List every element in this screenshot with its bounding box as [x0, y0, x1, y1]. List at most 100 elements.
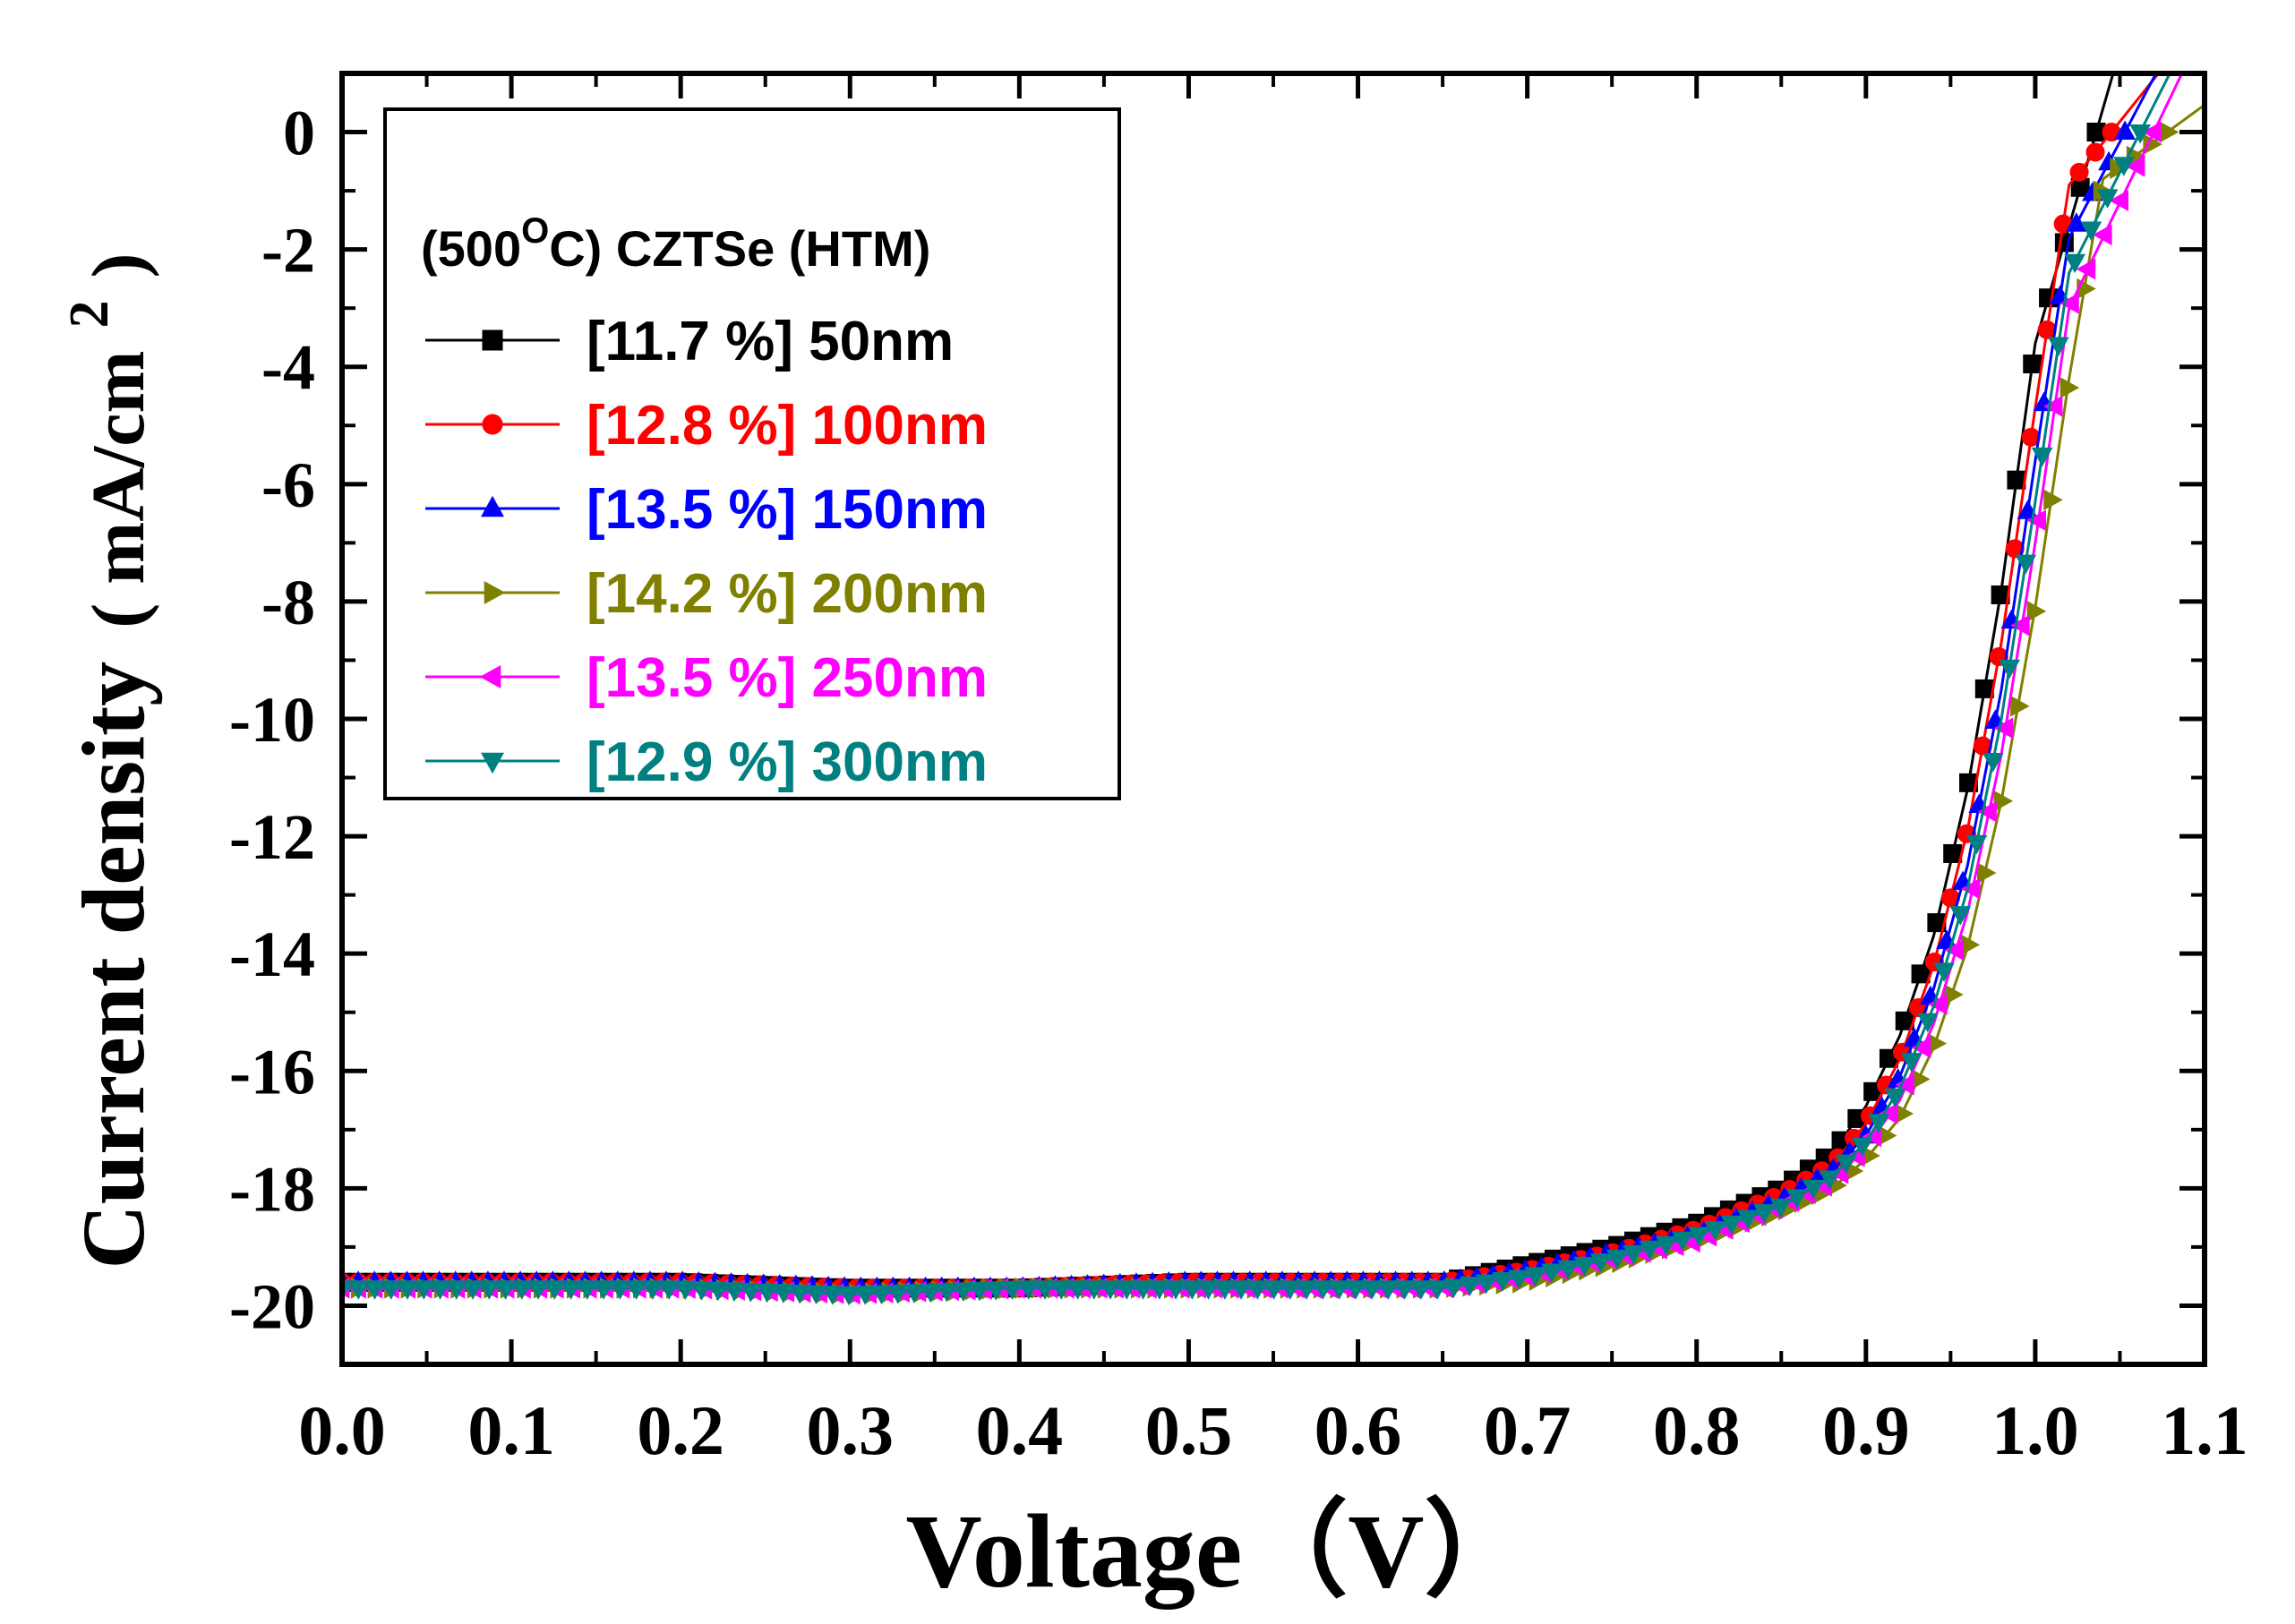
data-marker — [2085, 142, 2105, 162]
legend-marker — [479, 665, 501, 688]
data-marker — [2125, 155, 2145, 177]
data-marker — [1100, 1280, 1121, 1300]
legend-entry: [11.7 %] 50nm — [425, 311, 954, 372]
data-marker — [1001, 1280, 1023, 1301]
data-marker — [1034, 1280, 1056, 1300]
data-marker — [789, 1284, 811, 1304]
data-marker — [625, 1280, 647, 1300]
x-tick-label: 0.5 — [1145, 1391, 1233, 1469]
data-marker — [1557, 1260, 1580, 1280]
legend-box — [383, 107, 1121, 800]
data-marker — [1688, 1227, 1710, 1246]
legend-title-mid: C) — [549, 220, 616, 277]
legend-label: [13.5 %] 150nm — [587, 479, 988, 541]
legend-title-sup: O — [521, 211, 549, 251]
data-marker — [740, 1283, 762, 1303]
data-marker — [1623, 1244, 1645, 1265]
data-marker — [1606, 1249, 1628, 1269]
data-marker — [2060, 292, 2079, 314]
x-tick-label: 0.1 — [467, 1391, 555, 1469]
y-label-unit: ( mA/cm — [77, 351, 160, 628]
data-marker — [2005, 539, 2025, 559]
x-tick-label: 0.0 — [298, 1391, 386, 1469]
data-marker — [1508, 1269, 1530, 1289]
data-marker — [1361, 1280, 1383, 1300]
data-marker — [1884, 1088, 1906, 1108]
y-tick-label: -8 — [261, 567, 315, 638]
data-marker — [658, 1280, 680, 1300]
plot-area — [342, 73, 2205, 1306]
data-marker — [1213, 1280, 1236, 1300]
axes: 0.0 0.1 0.2 0.3 0.4 0.5 0.6 0.7 0.8 0.9 1.0 1.1 0 -2 -… — [229, 71, 2248, 1469]
data-marker — [1312, 1280, 1334, 1300]
data-marker — [2026, 600, 2047, 622]
data-marker — [1443, 1278, 1465, 1299]
legend-marker — [482, 414, 503, 435]
data-marker — [1819, 1170, 1841, 1190]
data-marker — [1916, 1013, 1939, 1033]
data-marker — [2129, 124, 2151, 144]
data-marker — [642, 1280, 664, 1300]
data-marker — [1944, 939, 1965, 962]
data-marker — [952, 1282, 974, 1302]
data-marker — [1148, 1280, 1170, 1300]
data-marker — [1589, 1253, 1612, 1273]
data-marker — [1868, 1114, 1889, 1133]
data-marker — [1851, 1137, 1873, 1158]
data-marker — [1345, 1280, 1366, 1300]
data-marker — [2069, 162, 2089, 182]
data-marker — [397, 1280, 418, 1300]
data-marker — [756, 1283, 778, 1303]
data-marker — [724, 1282, 745, 1302]
legend-title-prefix: (500 — [421, 220, 521, 277]
y-tick-label: -16 — [229, 1036, 315, 1107]
data-marker — [347, 1280, 370, 1300]
data-marker — [903, 1284, 925, 1303]
data-marker — [1965, 834, 1988, 855]
legend-entry: [13.5 %] 150nm — [425, 479, 988, 541]
data-marker — [544, 1280, 566, 1300]
data-marker — [1328, 1280, 1350, 1300]
y-tick-label: 0 — [283, 98, 315, 169]
data-marker — [609, 1280, 631, 1300]
data-marker — [2010, 614, 2030, 637]
data-marker — [1835, 1154, 1857, 1175]
data-marker — [2096, 189, 2119, 209]
data-marker — [1999, 659, 2020, 680]
data-marker — [2064, 253, 2085, 274]
legend-entry: [12.8 %] 100nm — [425, 395, 988, 457]
data-marker — [1655, 1235, 1677, 1256]
data-marker — [674, 1280, 697, 1301]
data-marker — [707, 1281, 729, 1302]
data-marker — [1993, 717, 2014, 739]
data-marker — [1900, 1053, 1922, 1073]
data-marker — [985, 1281, 1007, 1301]
data-marker — [838, 1286, 860, 1306]
data-marker — [1977, 800, 1997, 823]
data-marker — [1050, 1280, 1073, 1300]
legend-entry: [13.5 %] 250nm — [425, 647, 988, 709]
data-marker — [2048, 337, 2069, 357]
data-marker — [1296, 1280, 1317, 1300]
y-label-main: Current density — [64, 662, 163, 1269]
data-marker — [1993, 790, 2014, 812]
data-marker — [1279, 1280, 1301, 1300]
y-tick-label: -2 — [261, 215, 315, 286]
data-marker — [1803, 1179, 1824, 1200]
data-marker — [1393, 1280, 1416, 1300]
x-tick-label: 1.1 — [2161, 1391, 2248, 1469]
x-tick-label: 0.9 — [1822, 1391, 1910, 1469]
data-marker — [1639, 1240, 1661, 1261]
legend-label: [11.7 %] 50nm — [587, 311, 954, 372]
y-label-sup: 2 — [59, 301, 120, 329]
data-marker — [2093, 224, 2112, 246]
data-marker — [1476, 1274, 1497, 1295]
data-marker — [2113, 157, 2135, 176]
data-marker — [821, 1286, 843, 1305]
data-marker — [1263, 1280, 1285, 1300]
data-marker — [969, 1281, 990, 1302]
series-5 — [342, 73, 2171, 1306]
data-marker — [445, 1280, 467, 1300]
data-marker — [1492, 1271, 1514, 1292]
